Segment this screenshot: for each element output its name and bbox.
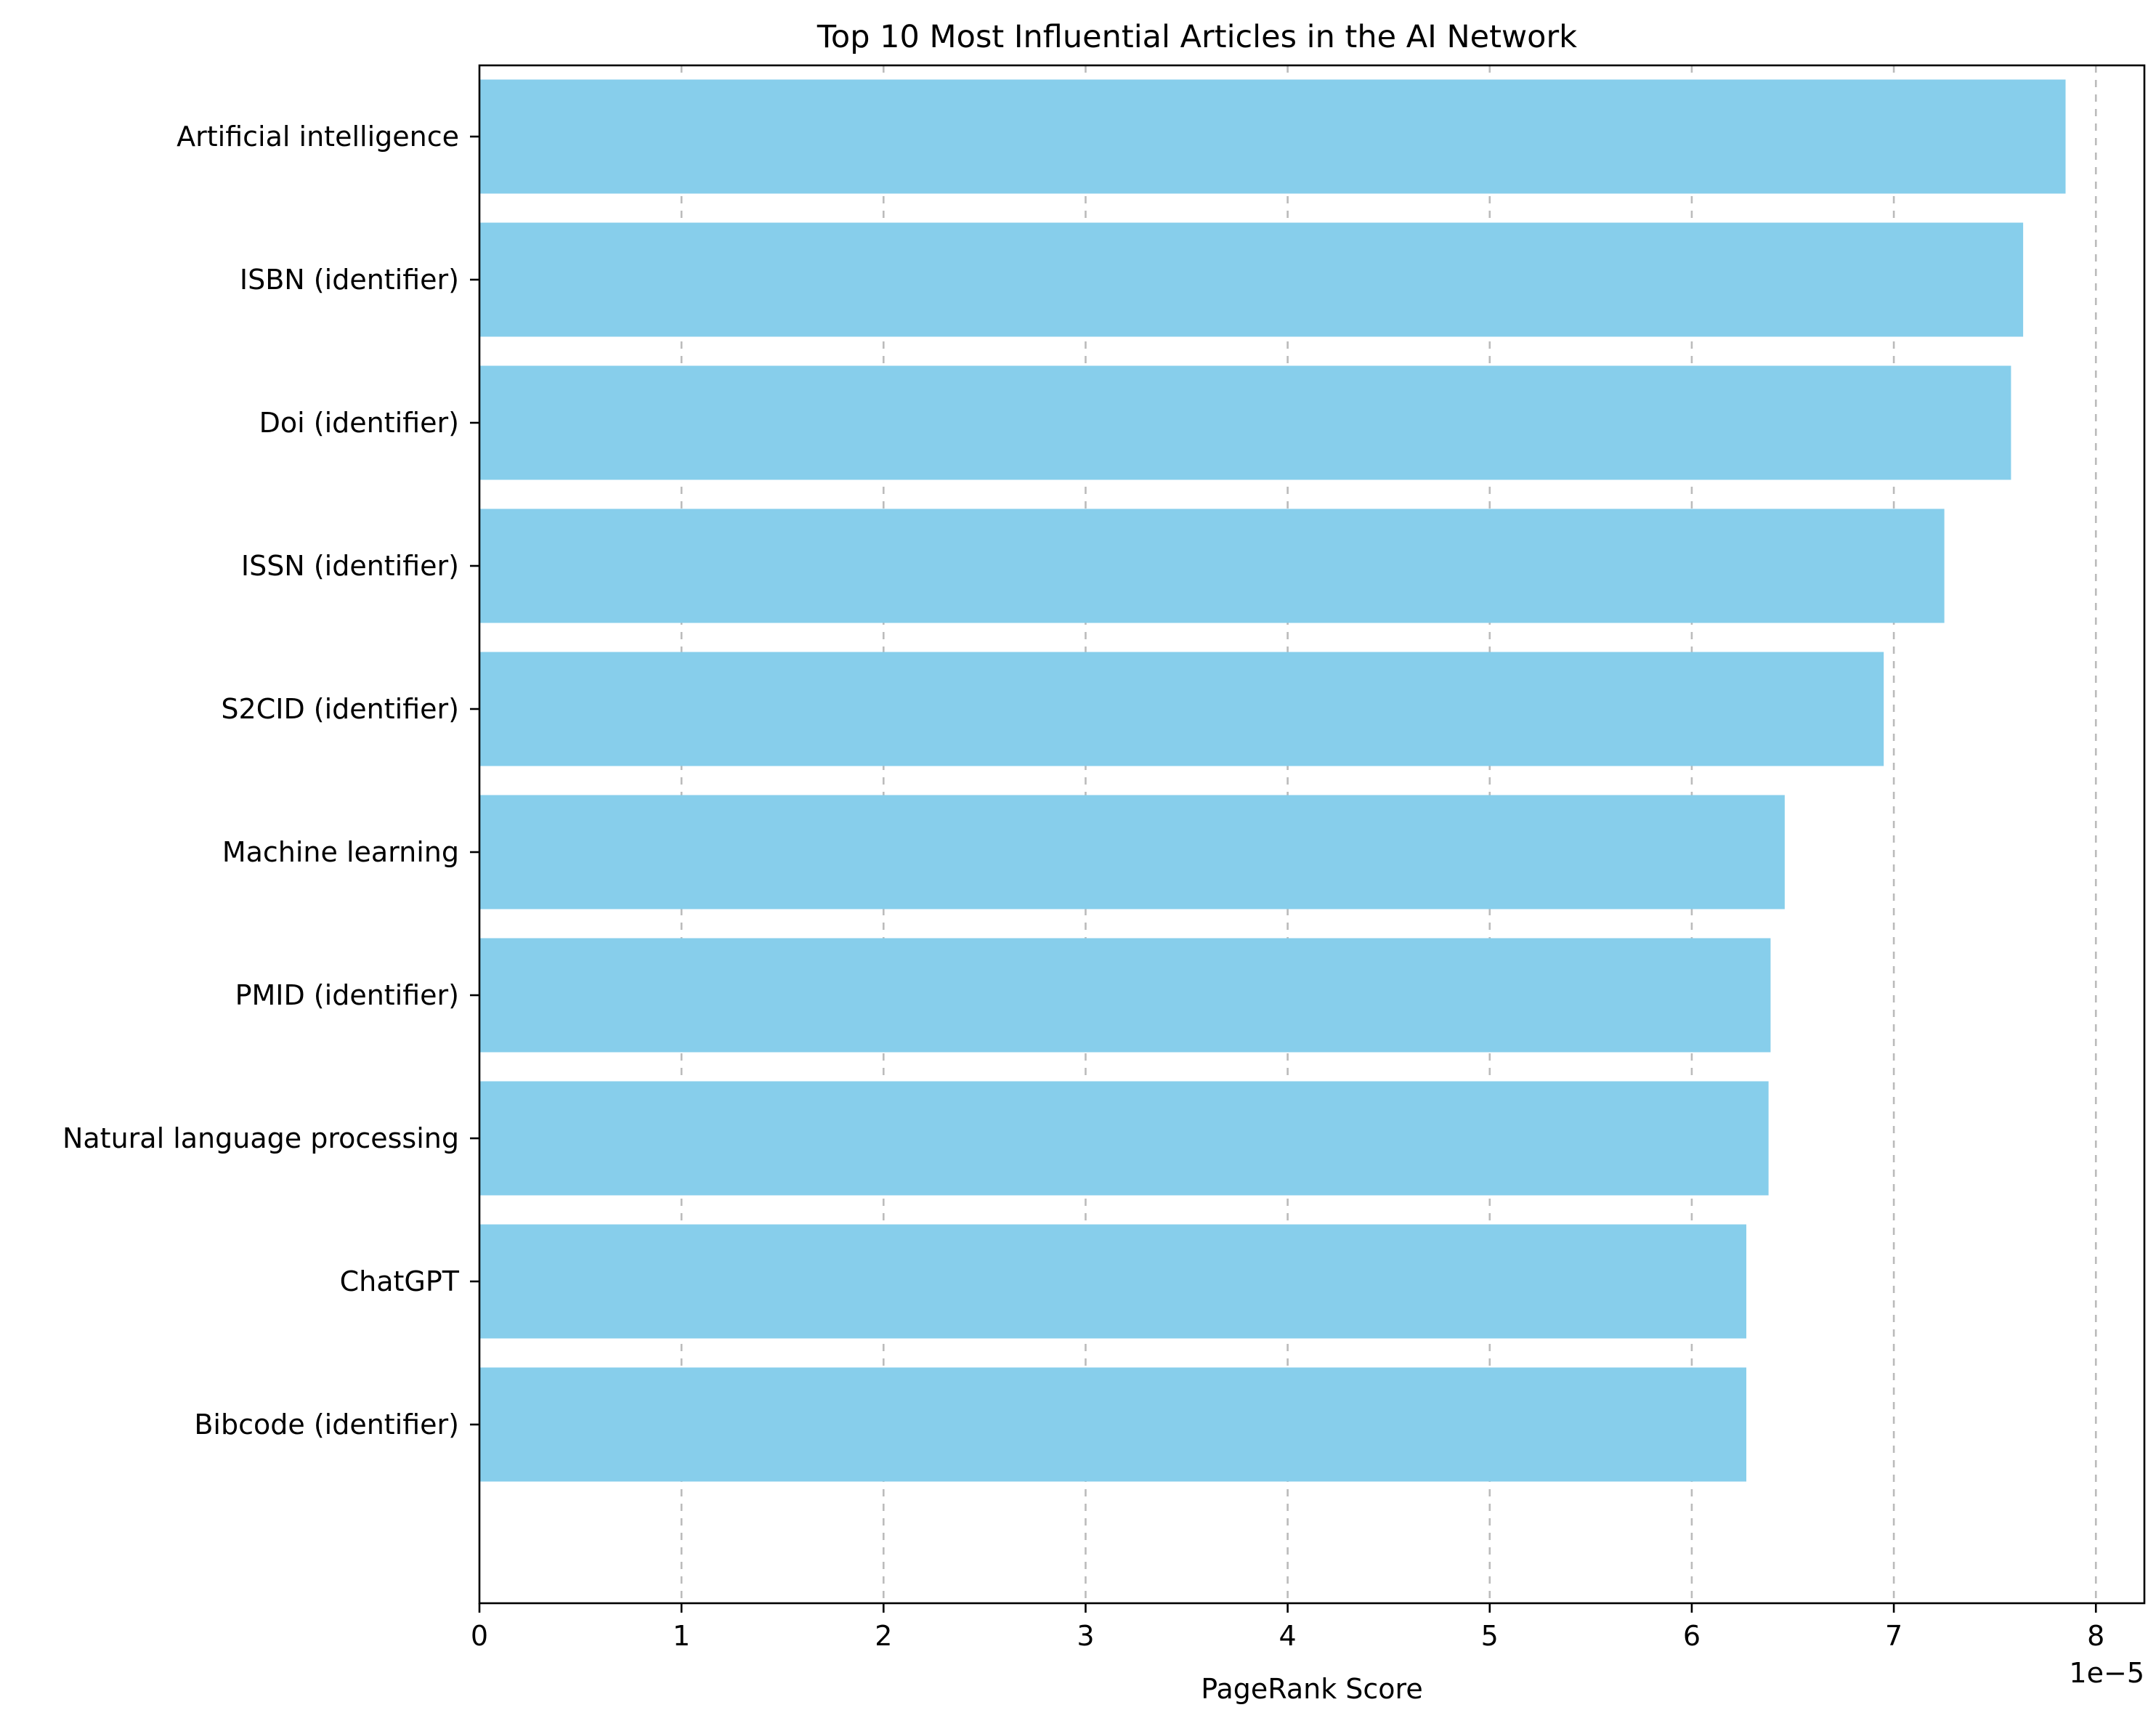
y-tick-label: PMID (identifier) xyxy=(235,979,459,1011)
x-axis-offset-text: 1e−5 xyxy=(2069,1657,2144,1689)
x-tick-label: 7 xyxy=(1885,1620,1902,1652)
x-tick-label: 0 xyxy=(471,1620,488,1652)
y-tick-label: Natural language processing xyxy=(62,1122,459,1154)
x-axis-label: PageRank Score xyxy=(1201,1673,1422,1705)
y-tick-label: Artificial intelligence xyxy=(177,121,459,153)
y-tick-label: Bibcode (identifier) xyxy=(194,1409,459,1441)
y-tick-label: S2CID (identifier) xyxy=(221,693,459,725)
x-tick-label: 2 xyxy=(875,1620,892,1652)
x-tick-label: 3 xyxy=(1077,1620,1094,1652)
x-tick-label: 1 xyxy=(673,1620,690,1652)
bar xyxy=(479,1081,1769,1196)
y-tick-label: ChatGPT xyxy=(340,1265,460,1297)
bar xyxy=(479,1367,1747,1482)
bar xyxy=(479,1224,1747,1339)
gridlines xyxy=(680,65,2097,1603)
bars xyxy=(479,79,2066,1482)
y-tick-label: ISBN (identifier) xyxy=(240,264,459,296)
x-axis-ticks: 0 1 2 3 4 5 6 7 8 xyxy=(471,1603,2104,1652)
x-tick-label: 8 xyxy=(2087,1620,2104,1652)
plot-frame xyxy=(478,64,2146,1605)
bar xyxy=(479,222,2024,337)
chart-title: Top 10 Most Influential Articles in the … xyxy=(816,19,1577,55)
bar xyxy=(479,795,1785,909)
x-tick-label: 4 xyxy=(1279,1620,1297,1652)
bar xyxy=(479,365,2011,480)
y-tick-label: Doi (identifier) xyxy=(259,407,459,439)
bar xyxy=(479,508,1945,623)
bar xyxy=(479,938,1771,1053)
x-tick-label: 6 xyxy=(1683,1620,1701,1652)
x-tick-label: 5 xyxy=(1481,1620,1499,1652)
y-tick-label: Machine learning xyxy=(222,836,459,868)
y-tick-label: ISSN (identifier) xyxy=(241,550,459,582)
y-axis-ticks: Artificial intelligence ISBN (identifier)… xyxy=(62,121,479,1441)
bar xyxy=(479,652,1884,766)
bar xyxy=(479,79,2066,194)
